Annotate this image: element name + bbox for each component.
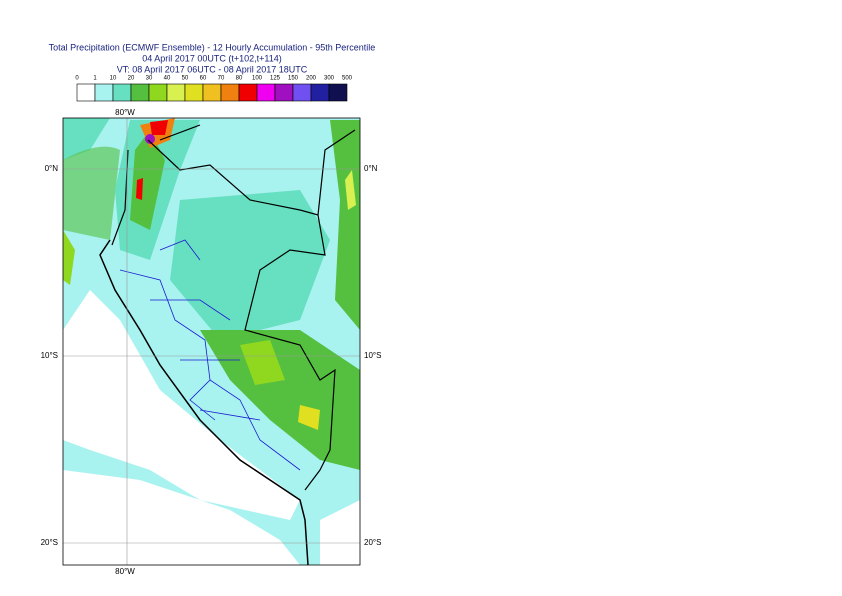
- legend-level: 30: [146, 76, 153, 82]
- legend-swatch: [112, 83, 132, 102]
- legend-swatch: [184, 83, 204, 102]
- legend-level: 500: [342, 76, 353, 82]
- lat-label: 10°S: [41, 351, 58, 360]
- legend-swatch: [292, 83, 312, 102]
- legend-swatch: [202, 83, 222, 102]
- legend-level: 0: [75, 76, 79, 82]
- valid-time: VT: 08 April 2017 06UTC - 08 April 2017 …: [117, 64, 308, 74]
- legend-level: 10: [110, 76, 117, 82]
- lat-label: 0°N: [45, 164, 59, 173]
- legend-level: 300: [324, 76, 335, 82]
- legend-level: 125: [270, 76, 281, 82]
- legend-level: 20: [128, 76, 135, 82]
- legend-level: 1: [93, 76, 97, 82]
- legend-level: 60: [200, 76, 207, 82]
- legend-level: 200: [306, 76, 317, 82]
- legend-level: 70: [218, 76, 225, 82]
- lat-label: 20°S: [364, 538, 381, 547]
- title: Total Precipitation (ECMWF Ensemble) - 1…: [49, 42, 376, 52]
- legend-level: 80: [236, 76, 243, 82]
- legend-level: 40: [164, 76, 171, 82]
- legend-level: 150: [288, 76, 299, 82]
- legend-swatch: [76, 83, 96, 102]
- legend-swatch: [274, 83, 294, 102]
- lat-label: 10°S: [364, 351, 381, 360]
- legend-swatch: [310, 83, 330, 102]
- legend-swatch: [328, 83, 348, 102]
- legend-swatch: [94, 83, 114, 102]
- legend-swatch: [256, 83, 276, 102]
- legend-swatch: [148, 83, 168, 102]
- lat-label: 0°N: [364, 164, 378, 173]
- run-time: 04 April 2017 00UTC (t+102,t+114): [142, 53, 281, 63]
- lon-label: 80°W: [115, 567, 135, 576]
- lon-label: 80°W: [115, 108, 135, 117]
- legend: 0 1 10 20 30 40 50 60 70 80 100 125 150 200 300 500: [75, 76, 353, 102]
- legend-swatch: [220, 83, 240, 102]
- legend-level: 100: [252, 76, 263, 82]
- legend-swatch: [238, 83, 258, 102]
- legend-level: 50: [182, 76, 189, 82]
- map: [63, 118, 360, 565]
- legend-swatch: [130, 83, 150, 102]
- lat-label: 20°S: [41, 538, 58, 547]
- legend-swatch: [166, 83, 186, 102]
